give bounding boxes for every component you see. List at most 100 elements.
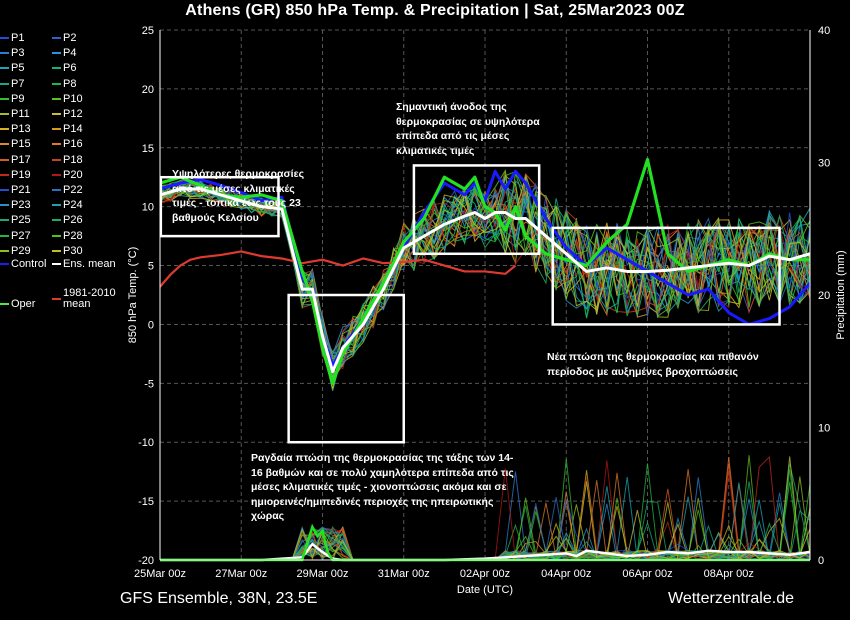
annotation-drop: Ραγδαία πτώση της θερμοκρασίας της τάξης… <box>251 452 514 522</box>
series-ens-mean <box>159 187 811 374</box>
y-tick-label: 5 <box>148 261 154 273</box>
legend-item: P12 <box>52 108 83 120</box>
x-tick-label: 27Mar 00z <box>215 568 267 580</box>
legend-label: P22 <box>63 184 83 196</box>
member-line <box>159 174 811 381</box>
legend-label: P12 <box>63 108 83 120</box>
legend-item: P13 <box>0 123 31 135</box>
legend-item: P22 <box>52 184 83 196</box>
legend-swatch <box>52 113 61 115</box>
legend-swatch <box>52 298 61 300</box>
y-tick-label: -10 <box>138 437 154 449</box>
legend-label: P9 <box>11 92 25 105</box>
legend-swatch <box>52 128 61 131</box>
box-2 <box>412 164 541 256</box>
legend-item: Oper <box>0 298 35 310</box>
y2-tick-label: 0 <box>818 555 824 567</box>
y2-tick-label: 30 <box>818 158 830 170</box>
legend-label: P27 <box>11 229 31 242</box>
y2-tick-label: 20 <box>818 290 830 302</box>
legend-label: P1 <box>11 32 25 44</box>
legend-label: P16 <box>63 138 83 151</box>
y2-axis-label: Precipitation (mm) <box>835 250 847 339</box>
x-tick-label: 04Apr 00z <box>541 568 591 580</box>
y-tick-label: 0 <box>148 319 154 331</box>
legend-label: P7 <box>11 77 25 90</box>
legend-swatch <box>52 249 61 252</box>
legend-item: P14 <box>52 123 83 135</box>
legend-item: P21 <box>0 184 31 196</box>
legend-label: P20 <box>63 168 83 181</box>
model-info: GFS Ensemble, 38N, 23.5E <box>120 590 318 607</box>
member-line <box>159 176 811 391</box>
legend-label: P4 <box>63 47 77 60</box>
legend-swatch <box>52 219 61 222</box>
legend-item: P19 <box>0 169 31 181</box>
box-warm <box>159 175 280 238</box>
legend-swatch <box>0 143 9 146</box>
legend-label: P15 <box>11 138 31 151</box>
legend-item: P27 <box>0 230 31 242</box>
legend-swatch <box>0 263 9 265</box>
legend-label: P6 <box>63 62 77 75</box>
legend-item: P4 <box>52 47 76 59</box>
legend-item: P20 <box>52 169 83 181</box>
legend-swatch <box>0 52 9 55</box>
x-tick-label: 06Apr 00z <box>622 568 672 580</box>
legend-swatch <box>0 113 9 115</box>
legend-swatch <box>52 158 61 161</box>
legend-item: P2 <box>52 32 76 44</box>
legend-swatch <box>52 173 61 176</box>
legend-item: P26 <box>52 214 83 226</box>
legend-item: P5 <box>0 62 24 74</box>
legend-label: P28 <box>63 229 83 242</box>
legend-label: P24 <box>63 199 83 212</box>
legend-swatch <box>0 158 9 161</box>
legend-item: P1 <box>0 32 24 44</box>
legend-swatch <box>52 37 61 39</box>
legend-label: P3 <box>11 47 25 60</box>
box-3 <box>551 226 781 326</box>
legend-item: P29 <box>0 245 31 257</box>
y-axis-label: 850 hPa Temp. (°C) <box>127 247 139 344</box>
legend-swatch <box>52 97 61 100</box>
legend-swatch <box>0 97 9 100</box>
legend-swatch <box>52 234 61 237</box>
legend-item: 1981-2010 mean <box>52 288 123 310</box>
legend-swatch <box>0 82 9 85</box>
x-tick-label: 29Mar 00z <box>297 568 349 580</box>
chart-title: Athens (GR) 850 hPa Temp. & Precipitatio… <box>185 2 685 19</box>
annotation-warm: Υψηλότερες θερμοκρασίες από τις μέσες κλ… <box>172 168 305 224</box>
legend-label: 1981-2010 mean <box>63 287 116 310</box>
legend-swatch <box>52 189 61 191</box>
series-1981-2010-mean <box>159 250 517 288</box>
axes: 25 20 15 10 5 0 -5 -10 -15 -20 40 30 20 10 0 25Mar 00z 2… <box>127 25 847 596</box>
legend-label: P14 <box>63 123 83 136</box>
legend-swatch <box>0 128 9 131</box>
legend-swatch <box>0 67 9 70</box>
y-tick-label: 20 <box>142 84 154 96</box>
x-tick-label: 31Mar 00z <box>378 568 430 580</box>
legend-label: P21 <box>11 184 31 196</box>
legend-item: Control <box>0 258 46 270</box>
y-tick-label: 25 <box>142 25 154 37</box>
legend-label: Control <box>11 258 47 270</box>
legend-swatch <box>0 37 9 39</box>
legend-label: P8 <box>63 77 77 90</box>
legend-swatch <box>52 143 61 146</box>
legend-label: P5 <box>11 62 25 75</box>
legend-item: P25 <box>0 214 31 226</box>
series-ens-mean-precipitation <box>160 542 811 562</box>
legend-item: P3 <box>0 47 24 59</box>
legend-item: P6 <box>52 62 76 74</box>
annotation-rise: Σημαντική άνοδος της θερμοκρασίας σε υψη… <box>396 101 540 157</box>
legend-swatch <box>0 234 9 237</box>
legend-label: P26 <box>63 214 83 227</box>
member-line <box>159 180 811 357</box>
legend-item: P23 <box>0 199 31 211</box>
legend-item: P30 <box>52 245 83 257</box>
y-tick-label: 15 <box>142 143 154 155</box>
legend-label: P2 <box>63 32 77 44</box>
legend-item: P11 <box>0 108 30 120</box>
